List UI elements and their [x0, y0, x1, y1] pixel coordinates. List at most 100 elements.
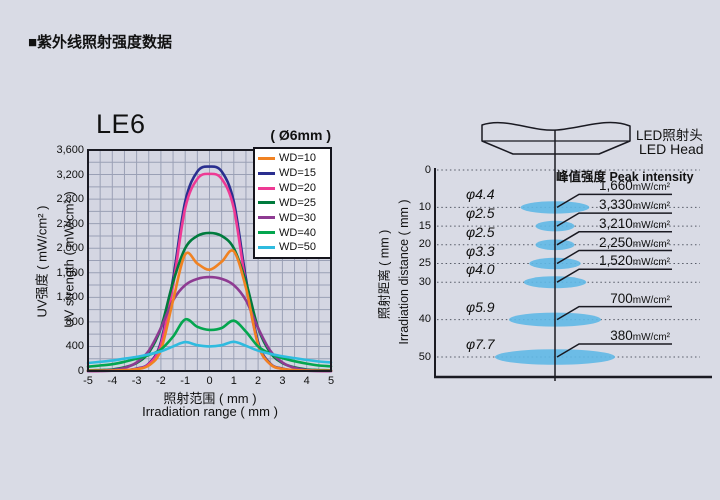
peak-unit: mW/cm²: [632, 219, 670, 231]
x-tick-label: 0: [206, 375, 213, 387]
peak-callout-line: [556, 249, 672, 265]
led-head-label-zh: LED照射头: [636, 128, 703, 143]
peak-callout-line: [556, 193, 672, 209]
y-tick-label: 2,800: [56, 193, 84, 206]
legend-line-swatch: [258, 245, 275, 249]
legend-item-wd-25: WD=25: [258, 196, 327, 210]
peak-number: 700: [610, 290, 633, 306]
peak-callout-line: [556, 212, 672, 227]
peak-callout-line: [556, 305, 672, 321]
page-title: ■紫外线照射强度数据: [28, 34, 173, 51]
peak-intensity-header: 峰值强度 Peak intensity: [556, 170, 694, 184]
diagram-tick-label: 25: [418, 257, 431, 269]
diagram-tick-label: 50: [418, 350, 431, 363]
peak-intensity-value: 1,520mW/cm²: [490, 254, 670, 270]
x-tick-label: 2: [255, 375, 262, 387]
curve-wd-30: [86, 275, 333, 373]
peak-intensity-value: 1,660mW/cm²: [490, 179, 670, 195]
peak-number: 1,520: [598, 253, 633, 269]
legend-label: WD=25: [279, 196, 316, 209]
legend-label: WD=40: [279, 226, 316, 239]
chart-y-axis-title-zh: UV强度 ( mW/cm² ): [34, 205, 50, 318]
diagram-y-axis-title-en: Irradiation distance ( mm ): [397, 199, 411, 345]
y-tick-label: 0: [77, 365, 84, 377]
legend-item-wd-15: WD=15: [258, 166, 327, 180]
spot-diameter-label: φ7.7: [466, 336, 495, 352]
chart-subtitle: ( Ø6mm ): [270, 127, 331, 143]
peak-unit: mW/cm²: [632, 238, 670, 250]
diagram-tick-label: 10: [418, 200, 431, 213]
peak-callout-line: [556, 231, 672, 246]
chart-x-axis-title-zh: 照射范围 ( mm ): [163, 391, 257, 406]
legend-item-wd-50: WD=50: [258, 240, 327, 254]
y-tick-label: 400: [65, 340, 84, 353]
x-tick-label: 4: [303, 375, 310, 387]
peak-number: 3,330: [598, 197, 633, 213]
x-tick-label: -2: [156, 375, 166, 387]
diagram-tick-label: 30: [418, 275, 431, 288]
legend-label: WD=20: [279, 182, 316, 195]
spot-diameter-label: φ4.4: [466, 186, 495, 203]
y-tick-label: 2,400: [56, 217, 84, 230]
y-tick-label: 800: [65, 315, 84, 328]
legend-line-swatch: [258, 216, 275, 220]
spot-diameter-label: φ4.0: [466, 261, 495, 278]
legend-item-wd-10: WD=10: [258, 151, 327, 165]
legend-item-wd-40: WD=40: [258, 226, 327, 240]
y-tick-label: 2,000: [56, 242, 84, 255]
diagram-tick-label: 20: [418, 238, 431, 251]
peak-unit: mW/cm²: [632, 201, 670, 213]
x-tick-label: -3: [131, 375, 142, 387]
legend-line-swatch: [258, 231, 275, 235]
peak-callout-line: [556, 268, 672, 283]
x-tick-label: -5: [83, 375, 93, 387]
diagram-tick-label: 15: [418, 219, 431, 232]
curve-wd-10: [86, 249, 333, 373]
peak-number: 2,250: [598, 234, 633, 250]
diagram-y-axis-title-zh: 照射距离 ( mm ): [377, 229, 392, 320]
legend-label: WD=30: [279, 211, 316, 224]
peak-unit: mW/cm²: [632, 182, 670, 194]
peak-unit: mW/cm²: [632, 332, 670, 343]
legend-line-swatch: [258, 156, 275, 160]
peak-unit: mW/cm²: [632, 294, 670, 306]
peak-callout-line: [556, 343, 672, 358]
plot-border: [87, 149, 332, 372]
chart-x-axis-title-en: Irradiation range ( mm ): [142, 404, 278, 419]
led-head-label-en: LED Head: [639, 141, 704, 157]
legend-line-swatch: [258, 186, 275, 190]
spot-diameter-label: φ5.9: [466, 298, 495, 315]
spot-diameter-label: φ2.5: [466, 223, 495, 240]
y-tick-label: 1,600: [56, 266, 84, 279]
chart-y-axis-title-en: UV strength ( mW/cm² ): [61, 191, 77, 328]
diagram-tick-label: 40: [418, 313, 431, 326]
chart-legend: WD=10 WD=15 WD=20 WD=25 WD=30 WD=40 WD=50: [253, 147, 332, 259]
legend-label: WD=50: [279, 241, 316, 254]
curve-wd-50: [86, 340, 333, 365]
peak-number: 1,660: [598, 178, 633, 194]
peak-number: 3,210: [598, 215, 633, 231]
chart-title: LE6: [96, 109, 146, 139]
peak-intensity-value: 3,330mW/cm²: [490, 198, 670, 214]
y-tick-label: 1,200: [56, 291, 84, 304]
x-tick-label: -1: [180, 375, 191, 387]
peak-intensity-value: 3,210mW/cm²: [490, 215, 670, 233]
curve-wd-40: [86, 317, 333, 368]
peak-intensity-value: 380mW/cm²: [490, 329, 670, 345]
legend-label: WD=10: [279, 152, 316, 165]
legend-item-wd-20: WD=20: [258, 181, 327, 195]
peak-intensity-value: 2,250mW/cm²: [490, 234, 670, 252]
x-tick-label: 3: [279, 375, 286, 387]
led-head-outline: [481, 121, 631, 155]
legend-line-swatch: [258, 171, 275, 175]
peak-intensity-value: 700mW/cm²: [490, 290, 670, 308]
peak-number: 380: [610, 328, 633, 343]
legend-line-swatch: [258, 201, 275, 205]
x-tick-label: 1: [230, 375, 237, 387]
spot-diameter-label: φ2.5: [466, 205, 495, 222]
diagram-tick-label: 0: [424, 163, 431, 176]
x-tick-label: -4: [107, 375, 118, 387]
legend-item-wd-30: WD=30: [258, 211, 327, 225]
spot-diameter-label: φ3.3: [466, 242, 495, 259]
x-tick-label: 5: [327, 375, 335, 387]
